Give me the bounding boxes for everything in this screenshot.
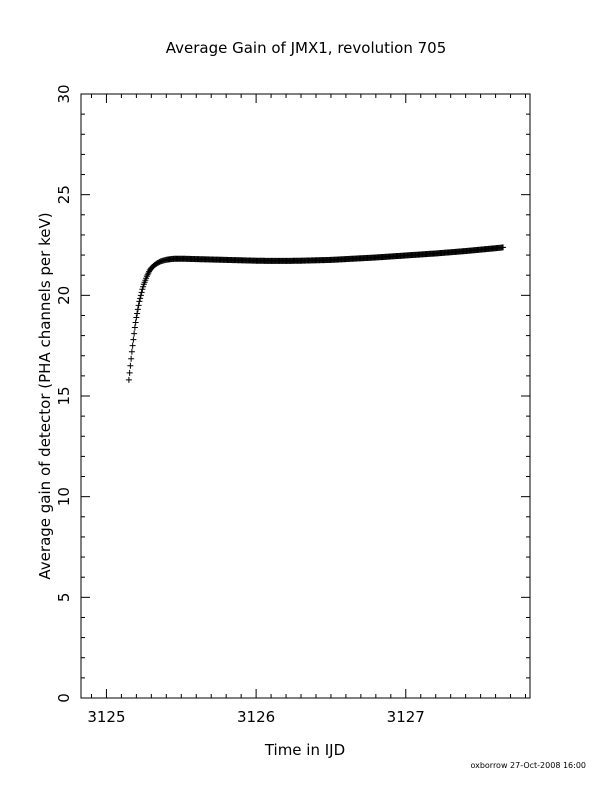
footer-credit: oxborrow 27-Oct-2008 16:00	[470, 761, 586, 770]
data-point	[132, 319, 139, 326]
data-point	[137, 292, 144, 299]
data-point	[137, 295, 144, 302]
y-tick-label: 30	[55, 84, 73, 103]
data-point	[135, 302, 142, 309]
x-tick-label: 3127	[387, 708, 425, 726]
data-markers	[125, 244, 507, 383]
x-axis-ticks: 3125 3126 3127	[87, 94, 527, 726]
data-point	[134, 306, 141, 313]
data-point	[126, 369, 133, 376]
data-point	[128, 355, 135, 362]
x-tick-label: 3126	[237, 708, 275, 726]
data-point	[500, 244, 507, 251]
data-point	[128, 348, 135, 355]
data-point	[138, 289, 145, 296]
x-axis-label: Time in IJD	[264, 741, 345, 759]
data-point	[125, 376, 132, 383]
y-tick-label: 5	[55, 593, 73, 603]
x-tick-label: 3125	[87, 708, 125, 726]
data-point	[134, 310, 141, 317]
data-point	[130, 336, 137, 343]
data-point	[133, 314, 140, 321]
data-point	[140, 283, 147, 290]
data-point	[129, 342, 136, 349]
data-point	[131, 330, 138, 337]
y-tick-label: 15	[55, 386, 73, 405]
y-axis-ticks: 0 5 10 15 20 25 30	[55, 84, 530, 703]
y-tick-label: 10	[55, 487, 73, 506]
y-tick-label: 25	[55, 185, 73, 204]
data-point	[136, 298, 143, 305]
data-point	[127, 362, 134, 369]
y-tick-label: 20	[55, 286, 73, 305]
chart-title: Average Gain of JMX1, revolution 705	[166, 39, 447, 57]
data-point	[139, 286, 146, 293]
data-point	[131, 324, 138, 331]
y-axis-label: Average gain of detector (PHA channels p…	[36, 212, 54, 579]
y-tick-label: 0	[55, 693, 73, 703]
plot-frame	[80, 93, 531, 699]
